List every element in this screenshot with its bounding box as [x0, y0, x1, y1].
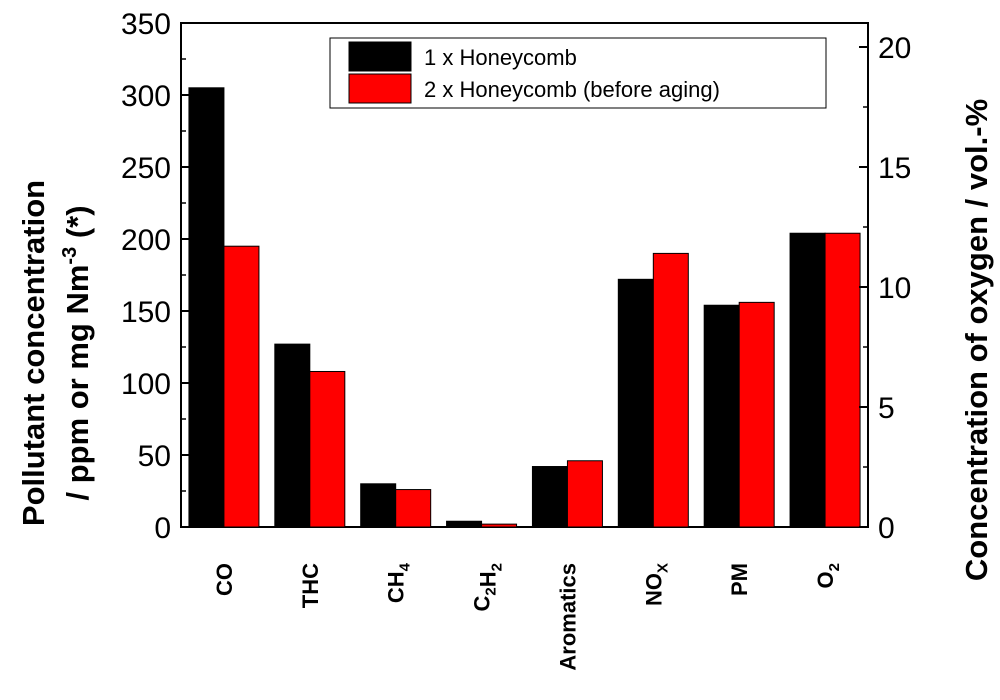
legend-swatch-series-1 [348, 41, 412, 72]
category-label-7: O2 [813, 563, 843, 588]
left-tick-label: 250 [121, 152, 171, 185]
bar-series-1-7 [789, 232, 826, 528]
bar-series-1-2 [360, 483, 397, 528]
bar-series-1-3 [446, 520, 483, 528]
right-tick-label: 5 [878, 392, 895, 425]
left-tick-label: 100 [121, 368, 171, 401]
bar-series-1-4 [531, 466, 568, 528]
bar-series-2-2 [395, 489, 432, 528]
legend-label-series-1: 1 x Honeycomb [424, 45, 577, 70]
legend: 1 x Honeycomb 2 x Honeycomb (before agin… [329, 37, 827, 109]
bar-series-2-1 [309, 370, 346, 528]
bar-series-2-0 [223, 245, 260, 528]
left-tick-label: 150 [121, 296, 171, 329]
left-tick-label: 300 [121, 80, 171, 113]
left-tick-label: 200 [121, 224, 171, 257]
legend-box [329, 37, 827, 109]
bar-series-2-6 [738, 301, 775, 528]
right-tick-label: 20 [878, 32, 911, 65]
bar-series-2-4 [566, 460, 603, 528]
bar-series-2-5 [652, 252, 689, 528]
legend-label-series-2: 2 x Honeycomb (before aging) [424, 77, 720, 102]
category-label-1: THC [298, 563, 323, 608]
left-tick-label: 0 [154, 512, 171, 545]
left-axis-ticks: 0 50 100 150 200 250 300 350 [121, 8, 190, 545]
bar-series-1-1 [274, 343, 311, 528]
category-label-4: Aromatics [555, 563, 580, 671]
left-axis-title-line1: Pollutant concentration [16, 180, 51, 526]
left-tick-label: 50 [138, 440, 171, 473]
category-labels: CO THC CH4 C2H2 Aromatics NOX PM O2 [212, 562, 843, 670]
right-tick-label: 0 [878, 512, 895, 545]
legend-swatch-series-2 [348, 73, 412, 104]
right-axis-ticks: 0 5 10 15 20 [859, 32, 911, 545]
category-label-0: CO [212, 563, 237, 596]
bar-series-1-6 [703, 304, 740, 528]
category-label-3: C2H2 [470, 563, 506, 611]
right-tick-label: 15 [878, 152, 911, 185]
bar-series-1-5 [617, 278, 654, 528]
bars-group [188, 87, 861, 528]
left-axis-title-unit: / ppm or mg Nm [60, 265, 95, 501]
bar-series-2-7 [824, 232, 861, 528]
bar-series-1-0 [188, 87, 225, 528]
category-label-6: PM [727, 563, 752, 596]
category-label-2: CH4 [384, 562, 414, 603]
right-axis-title: Concentration of oxygen / vol.-% [959, 99, 994, 581]
category-label-5: NOX [641, 563, 671, 606]
bar-series-2-3 [481, 523, 518, 528]
left-axis-title-line2: / ppm or mg Nm-3 (*) [59, 205, 95, 500]
left-axis-title-note: (*) [60, 205, 95, 246]
right-tick-label: 10 [878, 272, 911, 305]
left-axis-title-superscript: -3 [59, 247, 81, 265]
left-tick-label: 350 [121, 8, 171, 41]
